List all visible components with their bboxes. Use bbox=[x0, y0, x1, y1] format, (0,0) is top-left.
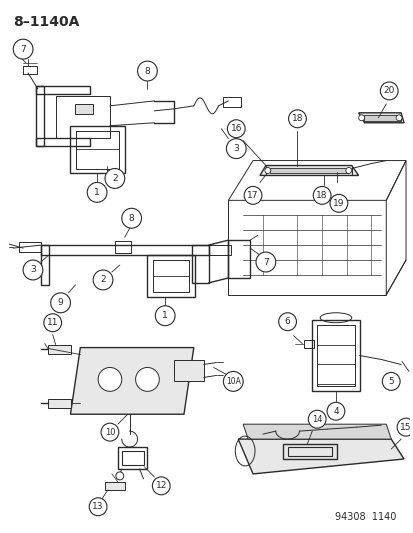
Circle shape bbox=[396, 418, 413, 436]
Text: 2: 2 bbox=[100, 276, 106, 285]
Circle shape bbox=[288, 110, 306, 128]
Text: 20: 20 bbox=[382, 86, 394, 95]
Polygon shape bbox=[358, 113, 403, 123]
Text: 2: 2 bbox=[112, 174, 117, 183]
Text: 16: 16 bbox=[230, 124, 242, 133]
Text: 10: 10 bbox=[104, 427, 115, 437]
Text: 18: 18 bbox=[291, 114, 302, 123]
Text: 7: 7 bbox=[20, 45, 26, 54]
Circle shape bbox=[255, 252, 275, 272]
Text: 10A: 10A bbox=[225, 377, 240, 386]
Bar bbox=[41, 245, 208, 255]
Bar bbox=[191, 245, 231, 255]
Bar bbox=[282, 444, 336, 459]
Circle shape bbox=[226, 139, 246, 158]
Bar bbox=[153, 260, 188, 292]
Circle shape bbox=[135, 367, 159, 391]
Circle shape bbox=[308, 410, 325, 428]
Bar bbox=[75, 104, 93, 114]
Text: 94308  1140: 94308 1140 bbox=[334, 512, 395, 522]
Bar bbox=[36, 138, 90, 146]
Circle shape bbox=[326, 402, 344, 420]
Polygon shape bbox=[259, 166, 358, 175]
Circle shape bbox=[329, 195, 347, 212]
Circle shape bbox=[13, 39, 33, 59]
Polygon shape bbox=[237, 439, 403, 474]
Bar bbox=[287, 447, 331, 456]
Text: 7: 7 bbox=[262, 257, 268, 266]
Circle shape bbox=[98, 367, 121, 391]
Text: 8–1140A: 8–1140A bbox=[13, 15, 79, 29]
Text: 18: 18 bbox=[316, 191, 327, 200]
Bar bbox=[118, 447, 147, 469]
Bar bbox=[228, 240, 249, 278]
Text: 5: 5 bbox=[387, 377, 393, 386]
Text: 9: 9 bbox=[57, 298, 63, 308]
Circle shape bbox=[93, 270, 113, 290]
Bar bbox=[269, 167, 348, 173]
Text: 8: 8 bbox=[128, 214, 134, 223]
Text: 3: 3 bbox=[233, 144, 239, 153]
Bar bbox=[47, 345, 71, 353]
Circle shape bbox=[87, 182, 107, 203]
Circle shape bbox=[345, 167, 351, 173]
Text: 4: 4 bbox=[332, 407, 338, 416]
Bar bbox=[316, 325, 354, 386]
Bar bbox=[223, 97, 241, 107]
Bar bbox=[311, 320, 359, 391]
Bar bbox=[55, 96, 110, 138]
Circle shape bbox=[278, 313, 296, 330]
Circle shape bbox=[51, 293, 70, 313]
Bar bbox=[105, 482, 124, 490]
Text: 17: 17 bbox=[247, 191, 258, 200]
Circle shape bbox=[137, 61, 157, 81]
Text: 11: 11 bbox=[47, 318, 58, 327]
Circle shape bbox=[116, 472, 123, 480]
Text: 12: 12 bbox=[155, 481, 166, 490]
Bar bbox=[174, 360, 203, 382]
Bar bbox=[70, 126, 124, 173]
Circle shape bbox=[244, 187, 261, 204]
Circle shape bbox=[395, 115, 401, 121]
Circle shape bbox=[89, 498, 107, 516]
Text: 1: 1 bbox=[94, 188, 100, 197]
Polygon shape bbox=[242, 424, 390, 439]
Text: 14: 14 bbox=[311, 415, 322, 424]
Text: 6: 6 bbox=[284, 317, 290, 326]
Text: 8: 8 bbox=[144, 67, 150, 76]
Circle shape bbox=[23, 260, 43, 280]
Text: 13: 13 bbox=[92, 502, 104, 511]
Circle shape bbox=[223, 372, 242, 391]
Bar bbox=[23, 66, 37, 74]
Circle shape bbox=[380, 82, 397, 100]
Text: 3: 3 bbox=[30, 265, 36, 274]
Circle shape bbox=[152, 477, 170, 495]
Bar bbox=[363, 115, 400, 121]
Bar bbox=[114, 241, 131, 253]
Circle shape bbox=[155, 306, 175, 326]
Circle shape bbox=[101, 423, 119, 441]
Circle shape bbox=[264, 167, 270, 173]
Circle shape bbox=[227, 120, 244, 138]
Bar bbox=[191, 245, 208, 283]
Circle shape bbox=[313, 187, 330, 204]
Bar bbox=[121, 451, 143, 465]
Circle shape bbox=[105, 168, 124, 188]
Bar bbox=[36, 86, 90, 94]
Circle shape bbox=[121, 208, 141, 228]
Text: 19: 19 bbox=[332, 199, 344, 208]
Bar bbox=[147, 255, 195, 297]
Circle shape bbox=[44, 314, 62, 332]
Polygon shape bbox=[70, 348, 193, 414]
Bar bbox=[76, 131, 119, 168]
Bar bbox=[36, 86, 44, 146]
Bar bbox=[41, 245, 49, 285]
Bar bbox=[304, 340, 313, 348]
Circle shape bbox=[381, 373, 399, 390]
Bar bbox=[47, 399, 71, 408]
Circle shape bbox=[358, 115, 364, 121]
Text: 15: 15 bbox=[399, 423, 411, 432]
Bar bbox=[19, 242, 41, 252]
Text: 1: 1 bbox=[162, 311, 168, 320]
